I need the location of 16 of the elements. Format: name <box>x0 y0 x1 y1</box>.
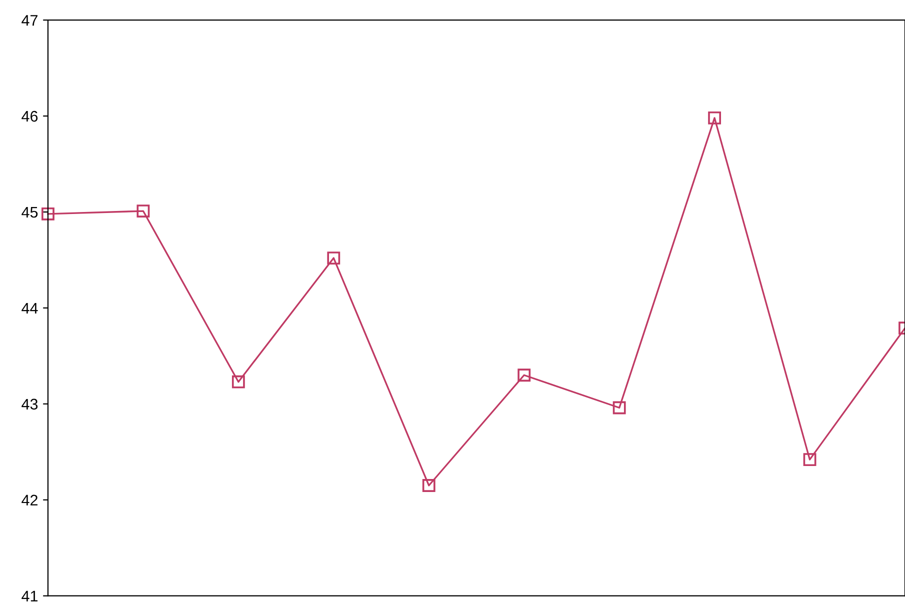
point <box>612 401 626 414</box>
point <box>518 368 531 382</box>
y-tick-label: 41 <box>22 590 38 602</box>
y-tick-label: 42 <box>22 494 38 506</box>
y-tick-label: 45 <box>22 207 38 218</box>
point <box>803 453 816 466</box>
point <box>42 207 54 220</box>
point <box>327 252 340 265</box>
point <box>422 479 436 492</box>
point <box>708 111 722 124</box>
y-tick-label: 46 <box>22 110 38 122</box>
point <box>136 204 150 218</box>
y-tick-label: 43 <box>22 398 38 410</box>
y-tick-label: 44 <box>22 302 38 314</box>
point <box>232 375 245 388</box>
y-tick-label: 47 <box>22 15 38 26</box>
